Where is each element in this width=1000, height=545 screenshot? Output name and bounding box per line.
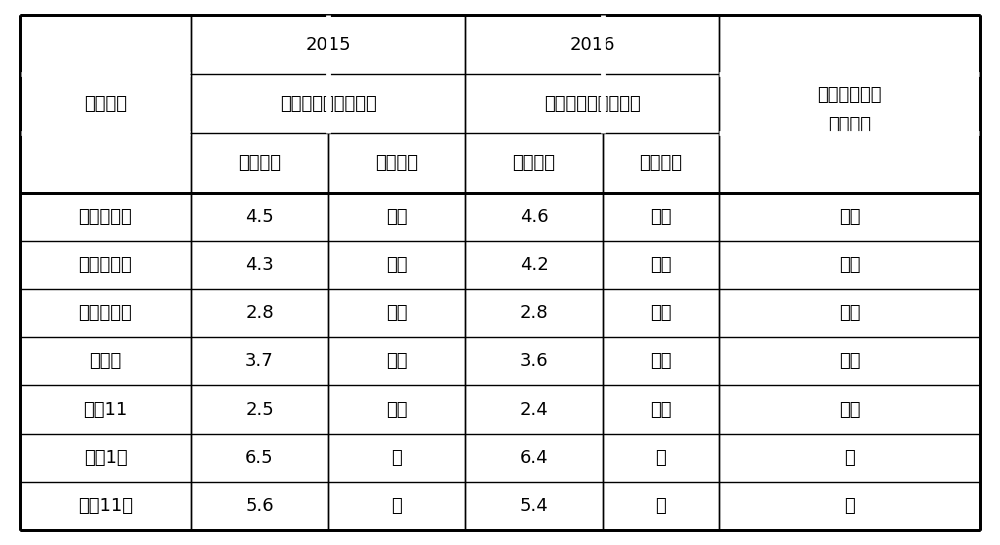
- Text: 中抗: 中抗: [650, 304, 672, 322]
- Text: 6.5: 6.5: [245, 449, 274, 467]
- Text: 生产中的实际: 生产中的实际: [817, 86, 882, 104]
- Text: 本实施例中鉴定方法: 本实施例中鉴定方法: [280, 95, 377, 113]
- Text: 中感: 中感: [839, 256, 860, 274]
- Text: 2.5: 2.5: [245, 401, 274, 419]
- Text: 平均病级: 平均病级: [238, 154, 281, 172]
- Text: 2.4: 2.4: [520, 401, 548, 419]
- Text: 3.7: 3.7: [245, 352, 274, 371]
- Text: 中感: 中感: [386, 208, 408, 226]
- Text: 中抗: 中抗: [386, 304, 408, 322]
- Text: 感: 感: [655, 497, 666, 515]
- Text: 感: 感: [655, 449, 666, 467]
- Text: 感: 感: [391, 449, 402, 467]
- Text: 金黄麻: 金黄麻: [89, 352, 122, 371]
- Text: 2015: 2015: [305, 35, 351, 53]
- Text: 感: 感: [844, 497, 855, 515]
- Text: 中抗: 中抗: [650, 401, 672, 419]
- Text: 4.2: 4.2: [520, 256, 548, 274]
- Text: 4.6: 4.6: [520, 208, 548, 226]
- Text: 抗性表型: 抗性表型: [375, 154, 418, 172]
- Text: 中感: 中感: [650, 256, 672, 274]
- Text: 都昌黑芗鸻: 都昌黑芗鸻: [79, 256, 132, 274]
- Text: 品种名称: 品种名称: [84, 95, 127, 113]
- Text: 鄂阳黑芗鸻: 鄂阳黑芗鸻: [79, 208, 132, 226]
- Text: 2.8: 2.8: [520, 304, 548, 322]
- Text: 中感: 中感: [386, 352, 408, 371]
- Text: 广湛1号: 广湛1号: [84, 449, 127, 467]
- Text: 中抗: 中抗: [386, 401, 408, 419]
- Text: 2.8: 2.8: [245, 304, 274, 322]
- Text: 豫芗11: 豫芗11: [83, 401, 128, 419]
- Text: 6.4: 6.4: [520, 449, 548, 467]
- Text: 4.5: 4.5: [245, 208, 274, 226]
- Text: 本实施例中鉴定方法: 本实施例中鉴定方法: [544, 95, 641, 113]
- Text: 中感: 中感: [650, 352, 672, 371]
- Text: 2016: 2016: [569, 35, 615, 53]
- Text: 感: 感: [844, 449, 855, 467]
- Text: 中抗: 中抗: [839, 304, 860, 322]
- Text: 5.6: 5.6: [245, 497, 274, 515]
- Text: 5.4: 5.4: [520, 497, 548, 515]
- Text: 中感: 中感: [650, 208, 672, 226]
- Text: 中感: 中感: [386, 256, 408, 274]
- Text: 抗性表型: 抗性表型: [828, 116, 871, 134]
- Text: 3.6: 3.6: [520, 352, 548, 371]
- Text: 4.3: 4.3: [245, 256, 274, 274]
- Text: 中抗: 中抗: [839, 401, 860, 419]
- Text: 抗性表型: 抗性表型: [639, 154, 682, 172]
- Text: 中感: 中感: [839, 352, 860, 371]
- Text: 平均病级: 平均病级: [513, 154, 556, 172]
- Text: 丰城灰芗鸻: 丰城灰芗鸻: [79, 304, 132, 322]
- Text: 中感: 中感: [839, 208, 860, 226]
- Text: 赣芹11号: 赣芹11号: [78, 497, 133, 515]
- Text: 感: 感: [391, 497, 402, 515]
